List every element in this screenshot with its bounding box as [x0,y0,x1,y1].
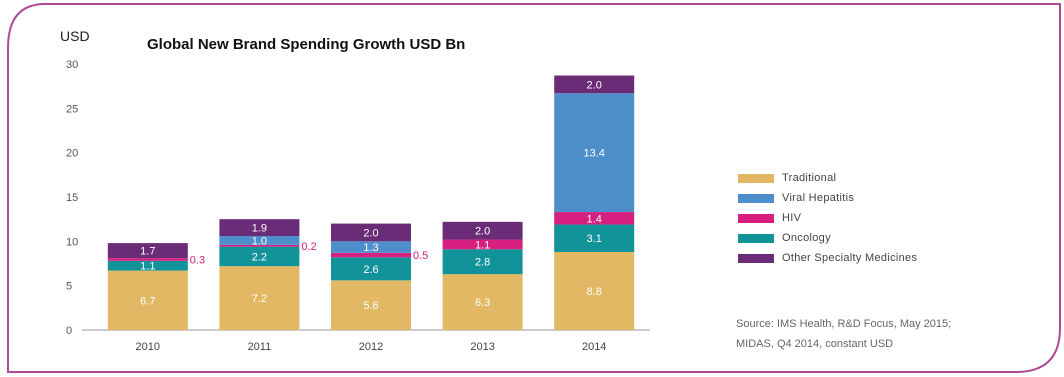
data-label: 0.5 [413,250,428,262]
chart-legend: Traditional Viral Hepatitis HIV Oncology… [738,168,917,268]
source-line-2: MIDAS, Q4 2014, constant USD [736,338,894,350]
data-label: 2.6 [363,264,378,276]
bar-segment [219,219,300,237]
bar-segment [442,239,523,250]
y-tick-label: 5 [66,281,72,293]
legend-swatch [738,233,774,243]
data-label: 2.0 [587,79,602,91]
legend-item-hiv: HIV [738,208,917,228]
data-label: 1.1 [140,261,155,273]
data-label: 8.8 [587,286,602,298]
bar-segment [331,241,411,253]
chart-title: Global New Brand Spending Growth USD Bn [147,36,466,53]
bar-segment [219,236,300,245]
legend-item-oncology: Oncology [738,228,917,248]
bar-segment [219,266,300,330]
bar-segment [442,249,523,275]
bar-segment [107,243,188,259]
legend-item-traditional: Traditional [738,168,917,188]
legend-item-viral-hepatitis: Viral Hepatitis [738,188,917,208]
data-label: 7.2 [252,293,267,305]
bar-segment [442,221,523,240]
source-line-1: Source: IMS Health, R&D Focus, May 2015; [736,318,952,330]
legend-swatch [738,193,774,203]
data-label: 1.1 [475,239,490,251]
data-label: 1.3 [363,242,378,254]
y-tick-label: 0 [66,325,72,337]
y-axis-unit: USD [60,28,90,44]
data-label: 2.2 [252,251,267,263]
x-tick-label: 2010 [136,341,160,353]
legend-label: Other Specialty Medicines [782,252,918,264]
bar-segment [554,224,635,252]
bar-segment [331,280,411,330]
bar-segment [554,93,635,213]
y-tick-label: 20 [66,148,78,160]
y-tick-label: 30 [66,59,78,71]
data-label: 0.2 [301,241,316,253]
legend-swatch [738,173,774,183]
legend-swatch [738,253,774,263]
bar-segment [107,258,188,261]
data-label: 1.4 [587,213,602,225]
legend-label: HIV [782,212,802,224]
x-tick-label: 2014 [582,341,606,353]
data-label: 1.0 [252,235,267,247]
bar-segment [107,260,188,271]
legend-label: Viral Hepatitis [782,192,855,204]
bar-segment [442,274,523,330]
bar-segment [107,270,188,330]
data-label: 3.1 [587,233,602,245]
data-label: 13.4 [583,148,604,160]
bar-segment [331,257,411,281]
bar-segment [219,244,300,247]
legend-label: Oncology [782,232,831,244]
bar-segment [554,212,635,225]
data-label: 6.7 [140,295,155,307]
legend-item-other-specialty: Other Specialty Medicines [738,248,917,268]
data-label: 0.3 [190,255,205,267]
data-label: 6.3 [475,297,490,309]
legend-swatch [738,213,774,223]
bar-segment [331,223,411,242]
legend-label: Traditional [782,172,837,184]
x-tick-label: 2012 [359,341,383,353]
data-label: 5.6 [363,300,378,312]
y-tick-label: 25 [66,103,78,115]
data-label: 1.9 [252,223,267,235]
bar-segment [554,75,635,94]
bar-segment [331,252,411,258]
data-label: 2.8 [475,257,490,269]
x-tick-label: 2011 [248,341,272,353]
data-label: 2.0 [475,226,490,238]
y-tick-label: 10 [66,236,78,248]
data-label: 1.7 [140,246,155,258]
y-tick-label: 15 [66,192,78,204]
bar-segment [554,251,635,330]
data-label: 2.0 [363,227,378,239]
x-tick-label: 2013 [470,341,494,353]
bar-segment [219,246,300,267]
source-note: Source: IMS Health, R&D Focus, May 2015;… [736,314,951,354]
